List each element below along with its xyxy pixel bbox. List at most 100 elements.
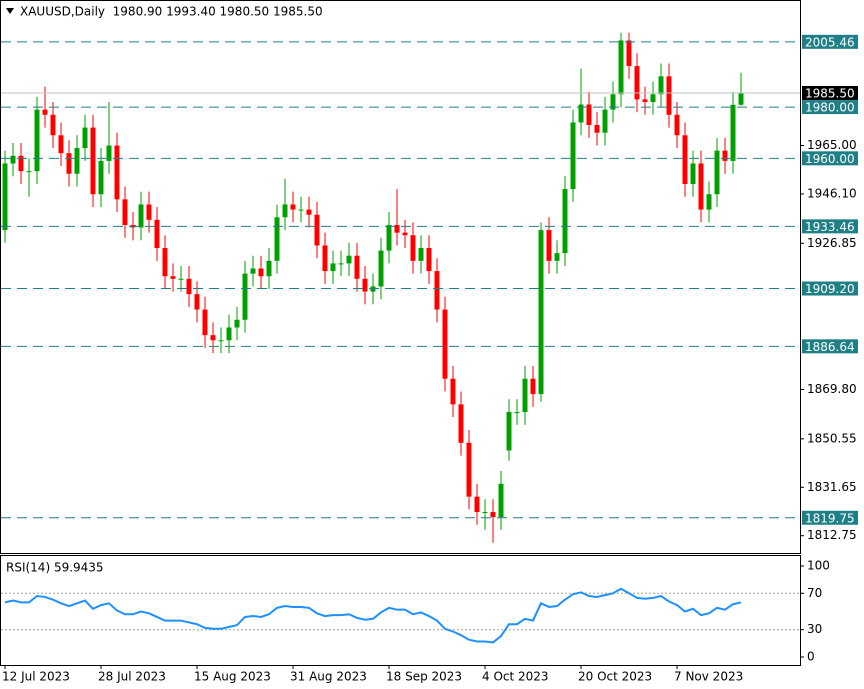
candle-body — [682, 135, 688, 184]
candle-body — [338, 263, 344, 265]
candle-body — [194, 294, 200, 310]
x-tick-label: 31 Aug 2023 — [290, 670, 367, 684]
candle-body — [146, 204, 152, 220]
candle-body — [114, 145, 120, 200]
candle-body — [58, 135, 64, 154]
candle-body — [626, 40, 632, 67]
candle-body — [666, 76, 672, 115]
candle-body — [234, 319, 240, 328]
level-label-box — [802, 219, 858, 234]
menu-triangle — [6, 8, 14, 14]
candle-body — [370, 286, 376, 292]
candle-body — [226, 327, 232, 341]
y-tick-label: 100 — [807, 559, 830, 573]
candle-body — [218, 340, 224, 342]
level-label-box — [802, 510, 858, 525]
candle-body — [242, 273, 248, 320]
candle-body — [602, 109, 608, 133]
candle-body — [26, 171, 32, 173]
candle-body — [642, 99, 648, 102]
candle-body — [322, 245, 328, 272]
candle-body — [554, 253, 560, 261]
candle-body — [346, 255, 352, 264]
candle-body — [514, 412, 520, 414]
candle-body — [74, 148, 80, 174]
candle-body — [186, 278, 192, 295]
candle-body — [690, 163, 696, 184]
y-tick-label: 1831.65 — [807, 480, 857, 494]
candle-body — [394, 224, 400, 233]
candle-body — [2, 163, 8, 231]
candle-body — [250, 268, 256, 274]
candle-body — [202, 309, 208, 336]
candle-body — [410, 235, 416, 261]
y-tick-label: 1869.80 — [807, 382, 857, 396]
candle-body — [266, 260, 272, 277]
y-tick-label: 1926.85 — [807, 236, 857, 250]
x-tick-label: 18 Sep 2023 — [386, 670, 462, 684]
level-label-box — [802, 151, 858, 166]
symbol-header: XAUUSD,Daily 1980.90 1993.40 1980.50 198… — [20, 5, 323, 19]
candle-body — [418, 248, 424, 261]
candle-body — [674, 114, 680, 136]
x-tick-label: 4 Oct 2023 — [482, 670, 549, 684]
candle-body — [546, 230, 552, 261]
candle-body — [634, 66, 640, 100]
candle-body — [522, 378, 528, 413]
candle-body — [34, 109, 40, 172]
level-label: 1909.20 — [805, 282, 855, 296]
level-label: 1960.00 — [805, 152, 855, 166]
candle-body — [18, 155, 24, 172]
candle-body — [98, 160, 104, 195]
candle-body — [106, 145, 112, 161]
candle-body — [90, 127, 96, 195]
candle-body — [434, 271, 440, 310]
x-tick-label: 28 Jul 2023 — [98, 670, 166, 684]
main-frame — [0, 0, 801, 554]
y-tick-label: 1946.10 — [807, 186, 857, 200]
candle-body — [442, 309, 448, 379]
x-tick-label: 15 Aug 2023 — [194, 670, 271, 684]
y-tick-label: 1812.75 — [807, 528, 857, 542]
level-label-box — [802, 100, 858, 115]
candle-body — [258, 268, 264, 277]
candle-body — [458, 404, 464, 443]
candle-body — [162, 248, 168, 277]
candle-body — [482, 511, 488, 513]
candle-body — [154, 219, 160, 249]
level-label-box — [802, 34, 858, 49]
candle-body — [122, 199, 128, 225]
level-label: 1933.46 — [805, 220, 855, 234]
candle-body — [426, 248, 432, 272]
candle-body — [274, 217, 280, 261]
candle-body — [538, 230, 544, 395]
candle-body — [378, 250, 384, 287]
y-tick-label: 30 — [807, 622, 822, 636]
candle-body — [570, 122, 576, 190]
x-tick-label: 7 Nov 2023 — [674, 670, 743, 684]
level-label: 2005.46 — [805, 35, 855, 49]
candle-body — [10, 155, 16, 164]
candle-body — [82, 127, 88, 149]
candle-body — [698, 163, 704, 210]
candle-body — [490, 511, 496, 518]
candle-body — [610, 94, 616, 110]
candle-body — [706, 194, 712, 210]
candle-body — [586, 104, 592, 126]
rsi-line — [4, 587, 742, 644]
last-price-box — [802, 85, 858, 100]
candle-body — [210, 335, 216, 341]
candle-body — [738, 92, 744, 105]
rsi-title: RSI(14) 59.9435 — [6, 561, 104, 575]
candle-body — [466, 442, 472, 497]
candle-body — [290, 204, 296, 210]
candle-body — [306, 209, 312, 215]
candle-body — [330, 263, 336, 272]
y-tick-label: 1850.55 — [807, 431, 857, 445]
rsi-frame — [0, 555, 801, 666]
candle-body — [282, 204, 288, 218]
y-tick-label: 70 — [807, 586, 822, 600]
candle-body — [298, 209, 304, 211]
candle-body — [314, 214, 320, 246]
